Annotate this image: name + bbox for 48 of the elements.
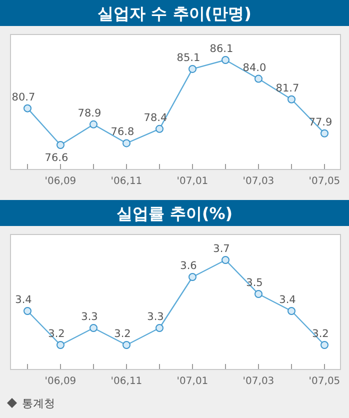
point [56,141,64,149]
data-label: 3.2 [114,328,131,340]
point [24,307,32,315]
x-tick-label: '06,09 [44,376,76,387]
x-tick-label: '07,03 [242,176,274,187]
point [320,129,328,138]
point [56,341,64,349]
data-label: 85.1 [176,52,200,64]
x-tick-label: '06,11 [110,176,142,187]
point [288,95,296,104]
x-tick-label: '07,01 [176,176,208,187]
data-label: 3.3 [81,311,98,323]
data-label: 76.8 [110,126,134,138]
x-tick-label: '06,09 [44,176,76,187]
point [188,273,196,281]
data-label: 3.6 [180,260,198,272]
x-tick-label: '07,05 [308,176,340,187]
point [188,64,196,73]
point [24,104,32,112]
data-label: 81.7 [276,82,300,94]
x-tick-label: '06,11 [110,376,142,387]
text: 통계청 [22,397,55,410]
data-label: 3.3 [147,311,164,323]
x-tick-label: '07,03 [242,376,274,387]
chart-title: 실업자 수 추이(만명) [98,4,252,23]
point [320,341,328,349]
data-label: 3.7 [213,243,230,255]
point [254,74,262,83]
point [222,56,230,64]
data-label: 76.6 [44,152,69,164]
point [254,290,262,298]
chart-title: 실업률 추이(%) [116,204,233,223]
x-tick-label: '07,01 [176,376,208,387]
point [122,341,130,349]
point [156,324,164,332]
point [122,139,130,148]
point [222,256,230,264]
data-label: 78.9 [78,107,102,120]
data-label: 3.4 [279,294,296,306]
point [90,120,98,128]
point [90,324,98,332]
data-label: 80.7 [12,91,36,104]
data-label: 3.4 [15,294,32,306]
point [288,307,296,315]
data-label: 84.0 [242,62,266,74]
data-label: 86.1 [210,43,234,55]
x-tick-label: '07,05 [308,376,340,387]
point [156,124,164,133]
